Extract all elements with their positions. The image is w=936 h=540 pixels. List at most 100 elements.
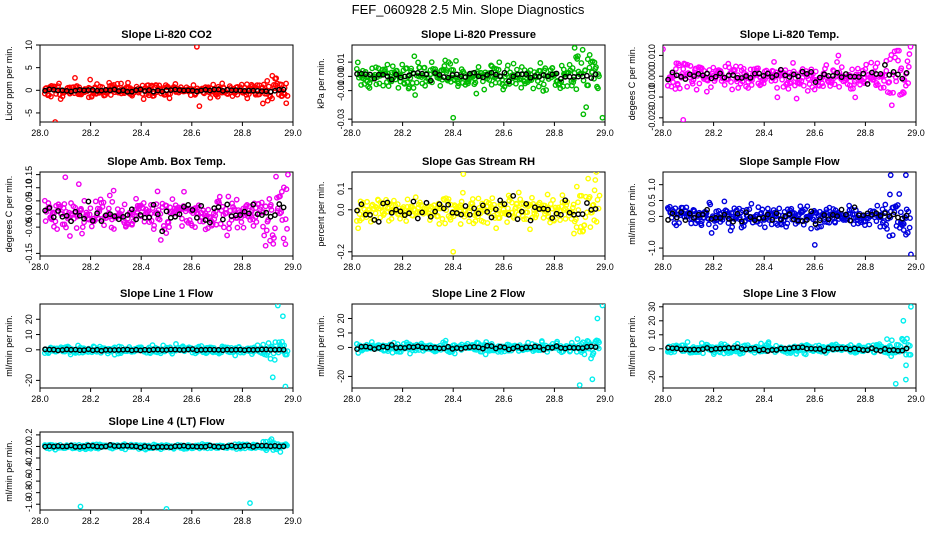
data-point [210, 81, 217, 88]
reference-point [219, 216, 226, 223]
data-point [412, 92, 419, 98]
data-point [550, 197, 556, 203]
data-point [847, 85, 854, 92]
outlier-point [450, 248, 457, 255]
data-point [132, 213, 138, 220]
data-point [575, 199, 581, 206]
reference-point [838, 206, 845, 213]
reference-point [725, 215, 732, 222]
reference-point [358, 201, 365, 208]
x-tick-label: 28.6 [183, 262, 201, 272]
data-point [150, 226, 157, 233]
data-point [207, 94, 214, 101]
data-point [389, 63, 396, 70]
x-tick-label: 28.4 [444, 128, 462, 138]
outlier-point [892, 380, 899, 387]
y-tick-label: 10 [336, 328, 346, 338]
data-point [887, 90, 893, 96]
data-point [457, 221, 464, 227]
data-point [670, 79, 676, 86]
y-tick-label: 10 [24, 40, 34, 50]
outlier-point [576, 382, 583, 388]
data-point [559, 192, 566, 199]
data-point [880, 84, 887, 91]
reference-point [497, 73, 504, 80]
reference-point [899, 75, 906, 82]
data-point [894, 202, 901, 208]
data-points [353, 45, 605, 121]
data-point [802, 351, 809, 358]
data-point [437, 82, 444, 89]
x-tick-label: 28.0 [343, 394, 361, 404]
y-tick-label: 0.10 [24, 179, 34, 197]
y-tick-label: -0.01 [336, 80, 346, 101]
y-tick-label: -20 [24, 374, 34, 387]
y-tick-label: 0.010 [647, 44, 657, 67]
plot-frame [662, 44, 917, 123]
data-point [586, 194, 593, 200]
data-point [581, 222, 588, 229]
data-point [269, 232, 276, 239]
data-point [904, 58, 911, 65]
x-tick-label: 28.0 [31, 516, 49, 526]
data-point [205, 225, 211, 232]
data-point [72, 74, 78, 81]
data-point [834, 59, 840, 65]
data-point [436, 221, 443, 227]
data-point [491, 65, 497, 72]
data-points [353, 172, 603, 255]
y-tick-label: -0.6 [24, 473, 34, 489]
data-point [540, 81, 547, 88]
y-axis-label: ml/min per min. [4, 440, 14, 502]
data-point [721, 198, 728, 205]
data-point [868, 59, 875, 66]
panel-9: Slope Line 3 Flow ml/min per min. 28.0 28.2… [627, 288, 925, 404]
reference-point [816, 74, 823, 81]
y-axis-label: percent per min. [316, 181, 326, 246]
reference-point [280, 204, 287, 211]
data-point [888, 52, 895, 58]
data-point [547, 201, 554, 207]
data-point [831, 81, 838, 88]
data-point [428, 203, 435, 210]
data-point [489, 195, 496, 201]
outlier-point [599, 304, 605, 309]
reference-point [558, 211, 564, 218]
data-point [703, 88, 710, 95]
data-point [451, 350, 458, 357]
data-point [676, 62, 682, 69]
data-point [395, 84, 402, 91]
reference-point [760, 72, 767, 79]
data-point [192, 224, 198, 231]
data-point [384, 61, 391, 68]
y-tick-label: 30 [647, 302, 657, 312]
reference-point [743, 209, 750, 216]
reference-point [215, 204, 222, 210]
data-point [570, 201, 577, 208]
reference-point [237, 212, 244, 218]
reference-point [721, 74, 728, 81]
reference-point [154, 211, 161, 218]
panel-title: Slope Li-820 Pressure [421, 29, 536, 41]
x-tick-label: 28.8 [857, 128, 875, 138]
data-point [572, 216, 579, 223]
reference-point [224, 201, 231, 208]
x-tick-label: 28.6 [183, 394, 201, 404]
panel-1: Slope Li-820 CO2 Licor ppm per min. 28.0 28… [4, 29, 302, 138]
data-point [747, 66, 754, 73]
data-point [530, 85, 537, 92]
reference-point [592, 206, 599, 212]
data-point [512, 80, 519, 87]
data-point [797, 203, 804, 210]
data-point [574, 336, 581, 342]
data-point [277, 449, 284, 455]
data-point [250, 222, 257, 229]
data-point [672, 205, 679, 212]
panel-title: Slope Line 1 Flow [120, 288, 213, 300]
y-axis-label: kPa per min. [316, 58, 326, 109]
reference-point [63, 212, 70, 219]
reference-point [864, 347, 871, 354]
reference-point [176, 211, 183, 218]
data-point [273, 75, 280, 82]
x-tick-label: 28.0 [31, 128, 49, 138]
